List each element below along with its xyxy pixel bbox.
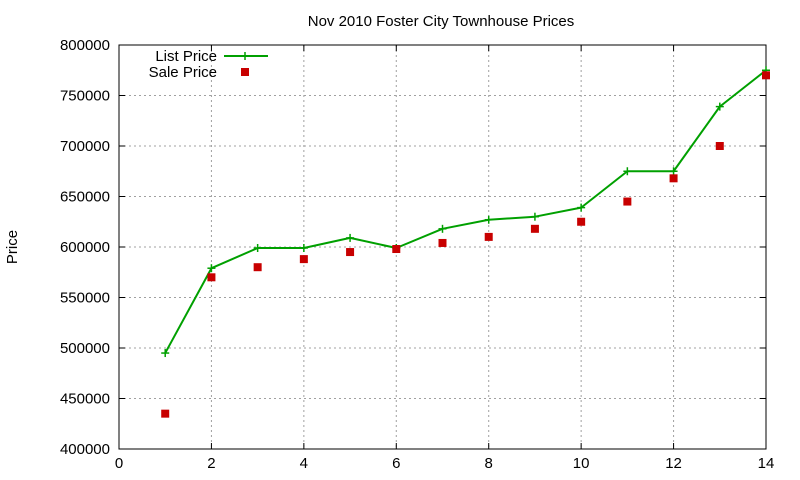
- y-axis-label: Price: [4, 230, 21, 264]
- sale-price-point: [207, 273, 216, 282]
- x-tick-label: 10: [573, 455, 590, 472]
- sale-price-point: [438, 238, 447, 247]
- sale-price-point: [253, 263, 262, 272]
- legend-swatch-sale-price: [241, 68, 249, 76]
- y-tick-label: 550000: [60, 290, 110, 307]
- plot-frame: [118, 44, 767, 450]
- y-tick-label: 400000: [60, 441, 110, 458]
- axis-ticks: 0 2 4 6 8 10 12 14 400000 450000 500000 550000 60000…: [60, 37, 774, 472]
- sale-price-series: [161, 71, 770, 418]
- y-tick-label: 500000: [60, 340, 110, 357]
- x-tick-label: 0: [115, 455, 123, 472]
- y-tick-label: 600000: [60, 239, 110, 256]
- list-price-point: [530, 212, 539, 221]
- list-price-series: [161, 66, 770, 358]
- x-tick-label: 8: [485, 455, 493, 472]
- sale-price-point: [530, 224, 539, 233]
- sale-price-point: [762, 71, 770, 80]
- y-tick-label: 450000: [60, 391, 110, 408]
- sale-price-point: [484, 232, 493, 241]
- list-price-line: [164, 69, 767, 354]
- list-price-point: [253, 244, 262, 253]
- sale-price-point: [161, 409, 170, 418]
- list-price-point: [207, 264, 216, 273]
- list-price-point: [715, 102, 724, 111]
- y-tick-label: 650000: [60, 189, 110, 206]
- sale-price-point: [715, 142, 724, 150]
- x-tick-label: 14: [758, 455, 775, 472]
- grid-lines: [119, 45, 766, 449]
- list-price-point: [161, 349, 170, 358]
- list-price-point: [346, 233, 355, 242]
- list-price-point: [577, 203, 586, 212]
- x-tick-label: 2: [207, 455, 215, 472]
- list-price-point: [669, 167, 678, 176]
- legend-label-sale-price: Sale Price: [149, 64, 217, 81]
- y-tick-label: 750000: [60, 88, 110, 105]
- list-price-point: [438, 224, 447, 233]
- sale-price-point: [346, 248, 355, 257]
- legend-swatch-list-price: [241, 52, 249, 60]
- x-tick-label: 12: [665, 455, 682, 472]
- series-layer: [161, 66, 770, 418]
- sale-price-point: [392, 245, 401, 254]
- x-tick-label: 4: [300, 455, 308, 472]
- sale-price-point: [299, 255, 308, 264]
- sale-price-point: [623, 197, 632, 206]
- y-tick-label: 700000: [60, 138, 110, 155]
- y-tick-label: 800000: [60, 37, 110, 54]
- sale-price-point: [669, 174, 678, 183]
- legend-label-list-price: List Price: [155, 48, 217, 65]
- x-tick-label: 6: [392, 455, 400, 472]
- list-price-point: [299, 244, 308, 253]
- chart-title: Nov 2010 Foster City Townhouse Prices: [308, 13, 575, 30]
- list-price-point: [623, 167, 632, 176]
- sale-price-point: [577, 217, 586, 226]
- list-price-point: [484, 215, 493, 224]
